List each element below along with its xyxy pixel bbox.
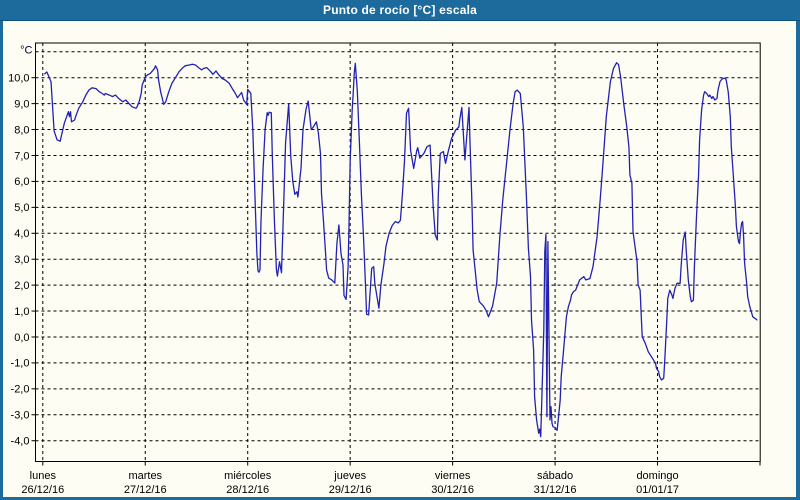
y-tick-label: 7,0 [14,150,29,162]
x-date-label: 29/12/16 [329,484,372,496]
y-tick-label: 4,0 [14,228,29,240]
x-date-label: 01/01/17 [636,484,679,496]
dewpoint-line [44,62,758,438]
y-tick-label: 5,0 [14,202,29,214]
x-day-label: miércoles [224,470,272,482]
plot-frame [35,42,761,462]
y-tick-label: 6,0 [14,176,29,188]
x-day-label: martes [128,470,162,482]
y-tick-label: 0,0 [14,332,29,344]
x-date-label: 27/12/16 [124,484,167,496]
dewpoint-chart-svg: 10,0 9,0 8,0 7,0 6,0 5,0 4,0 3,0 2,0 1,0 0,0 -1,0 -2… [8,42,761,496]
x-date-label: 30/12/16 [431,484,474,496]
y-tick-label: -1,0 [11,358,30,370]
chart-title: Punto de rocío [°C] escala [322,3,478,17]
y-tick-label: -3,0 [11,410,30,422]
y-tick-label: -2,0 [11,384,30,396]
y-tick-label: 8,0 [14,124,29,136]
x-day-label: jueves [333,470,366,482]
x-day-label: domingo [636,470,678,482]
chart-canvas: 10,0 9,0 8,0 7,0 6,0 5,0 4,0 3,0 2,0 1,0 0,0 -1,0 -2… [3,21,796,497]
y-axis-unit-label: °C [20,44,32,56]
y-tick-label: 3,0 [14,254,29,266]
y-tick-label: 1,0 [14,306,29,318]
x-date-label: 31/12/16 [534,484,577,496]
y-tick-label: 9,0 [14,98,29,110]
x-day-label: lunes [30,470,57,482]
x-date-label: 28/12/16 [226,484,269,496]
x-date-label: 26/12/16 [21,484,64,496]
y-tick-label: 10,0 [8,73,29,85]
x-day-label: viernes [435,470,471,482]
title-bar[interactable]: Punto de rocío [°C] escala [0,0,800,21]
x-day-label: sábado [537,470,573,482]
y-tick-label: 2,0 [14,280,29,292]
y-tick-label: -4,0 [11,436,30,448]
